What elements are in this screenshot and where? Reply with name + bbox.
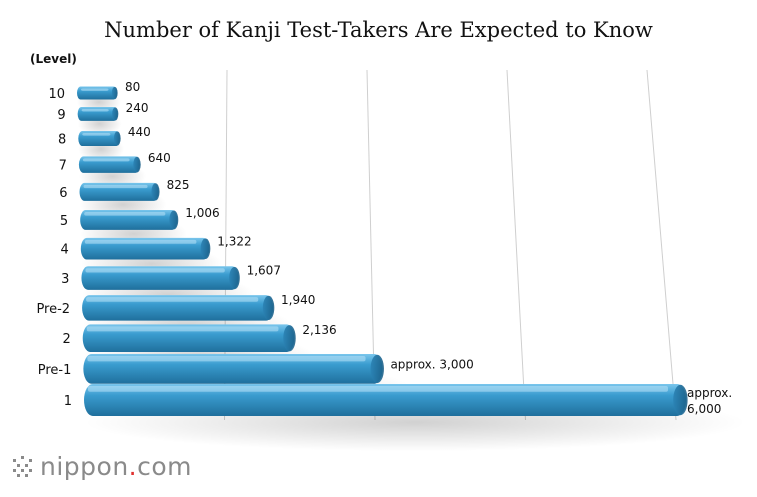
bar-cap-1 [673,384,688,416]
bar-highlight [87,356,366,362]
tick-label-7: 7 [59,159,67,174]
tick-label-9: 9 [57,108,65,123]
bar-cap-10 [111,86,118,100]
bar-cap-3 [229,266,240,290]
chart-title: Number of Kanji Test-Takers Are Expected… [104,18,653,42]
bar-highlight [81,109,109,112]
gridline-3 [506,69,526,421]
data-label-3: 1,607 [247,264,281,278]
data-label-6: 825 [167,178,190,192]
bar-1 [84,384,686,416]
tick-label-10: 10 [48,87,65,102]
tick-label-5: 5 [60,214,68,229]
tick-label-6: 6 [59,186,67,201]
brand-suffix: com [137,452,193,481]
bar-cap-7 [133,156,141,173]
bar-cap-6 [151,183,160,201]
tick-label-Pre-1: Pre-1 [38,363,72,378]
data-label-2: 2,136 [302,323,336,337]
bars [77,86,688,416]
tick-label-Pre-2: Pre-2 [36,302,70,317]
data-label-10: 80 [125,80,140,94]
brand-prefix: nippon [40,452,129,481]
bar-highlight [82,132,111,136]
tick-label-4: 4 [61,243,69,258]
tick-label-2: 2 [62,332,70,347]
brand-footer: nippon. com [12,452,192,481]
bar-highlight [84,239,197,244]
bar-cap-5 [169,210,179,230]
bar-10 [77,86,117,100]
data-label-5: 1,006 [185,206,219,220]
bar-cap-9 [112,107,119,121]
bar-highlight [86,326,279,332]
bar-cap-8 [113,131,121,146]
data-label-9: 240 [126,101,149,115]
bar-cap-Pre-1 [370,354,384,384]
bar-highlight [85,268,225,273]
bar-highlight [86,297,259,302]
bar-highlight [83,184,148,189]
bar-highlight [82,158,130,162]
data-label-1: approx. 6,000 [687,386,732,416]
bar-cap-4 [200,238,211,259]
bar-highlight [84,212,166,216]
tick-label-1: 1 [64,394,72,409]
data-label-8: 440 [128,125,151,139]
data-label-Pre-2: 1,940 [281,293,315,307]
bar-Pre-1 [83,354,383,384]
tick-label-3: 3 [61,272,69,287]
gridline-4 [646,69,677,421]
nippon-logo-icon [13,455,32,477]
data-label-7: 640 [148,151,171,165]
y-axis-title: (Level) [30,52,77,66]
data-label-Pre-1: approx. 3,000 [390,357,473,371]
bar-highlight [88,386,668,392]
data-label-4: 1,322 [217,234,251,248]
bar-cap-2 [283,325,296,352]
labels: 10 80 9 240 8 440 7 640 6 825 5 1,006 4 1,322 3 1,607 Pr… [36,80,732,416]
bar-highlight [81,88,109,91]
tick-label-8: 8 [58,132,66,147]
bar-cap-Pre-2 [262,295,275,321]
brand-dot: . [128,452,138,481]
